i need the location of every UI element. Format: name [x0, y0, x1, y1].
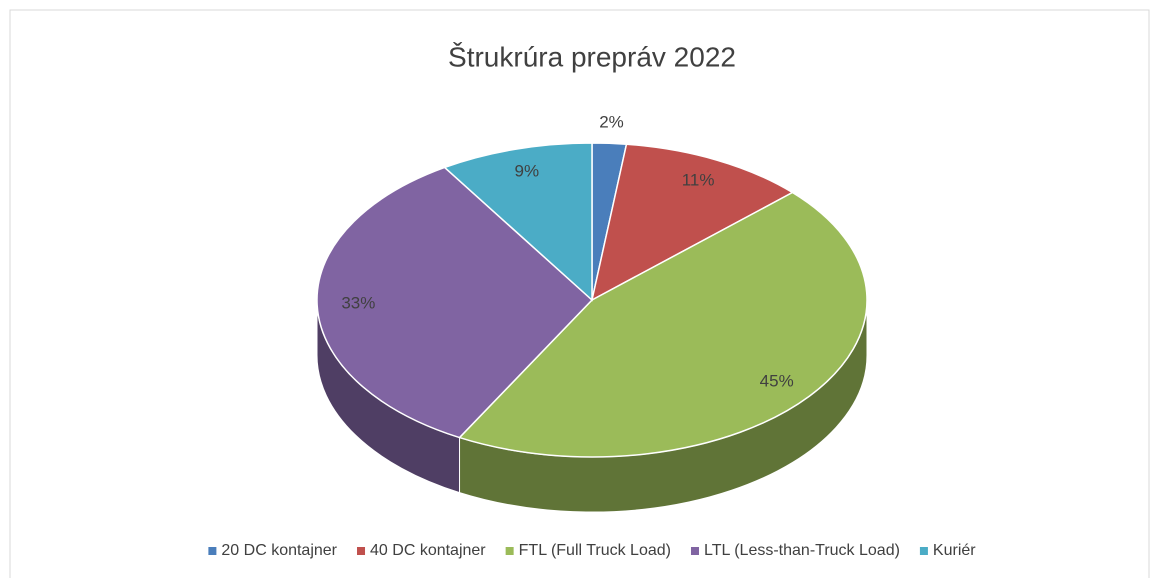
legend-label: 20 DC kontajner [221, 542, 337, 559]
legend-label: LTL (Less-than-Truck Load) [704, 542, 900, 559]
legend-swatch [919, 547, 928, 555]
data-label: 11% [682, 171, 715, 190]
chart-title: Štrukrúra prepráv 2022 [448, 41, 736, 72]
legend-swatch [357, 547, 366, 555]
data-label: 2% [599, 112, 624, 131]
pie-slice [443, 142, 593, 302]
pie-slice [316, 166, 594, 439]
legend-swatch [505, 547, 514, 555]
legend-swatch [208, 547, 217, 555]
data-label: 45% [760, 371, 794, 390]
legend-swatch [690, 547, 699, 555]
legend-label: FTL (Full Truck Load) [519, 542, 671, 559]
legend-label: 40 DC kontajner [370, 542, 486, 559]
pie-slice [458, 191, 868, 458]
legend-label: Kuriér [933, 542, 976, 559]
pie-slice [590, 143, 794, 302]
data-label: 33% [341, 294, 375, 313]
data-label: 9% [514, 161, 539, 180]
legend: 20 DC kontajner 40 DC kontajner FTL (Full … [208, 542, 976, 559]
